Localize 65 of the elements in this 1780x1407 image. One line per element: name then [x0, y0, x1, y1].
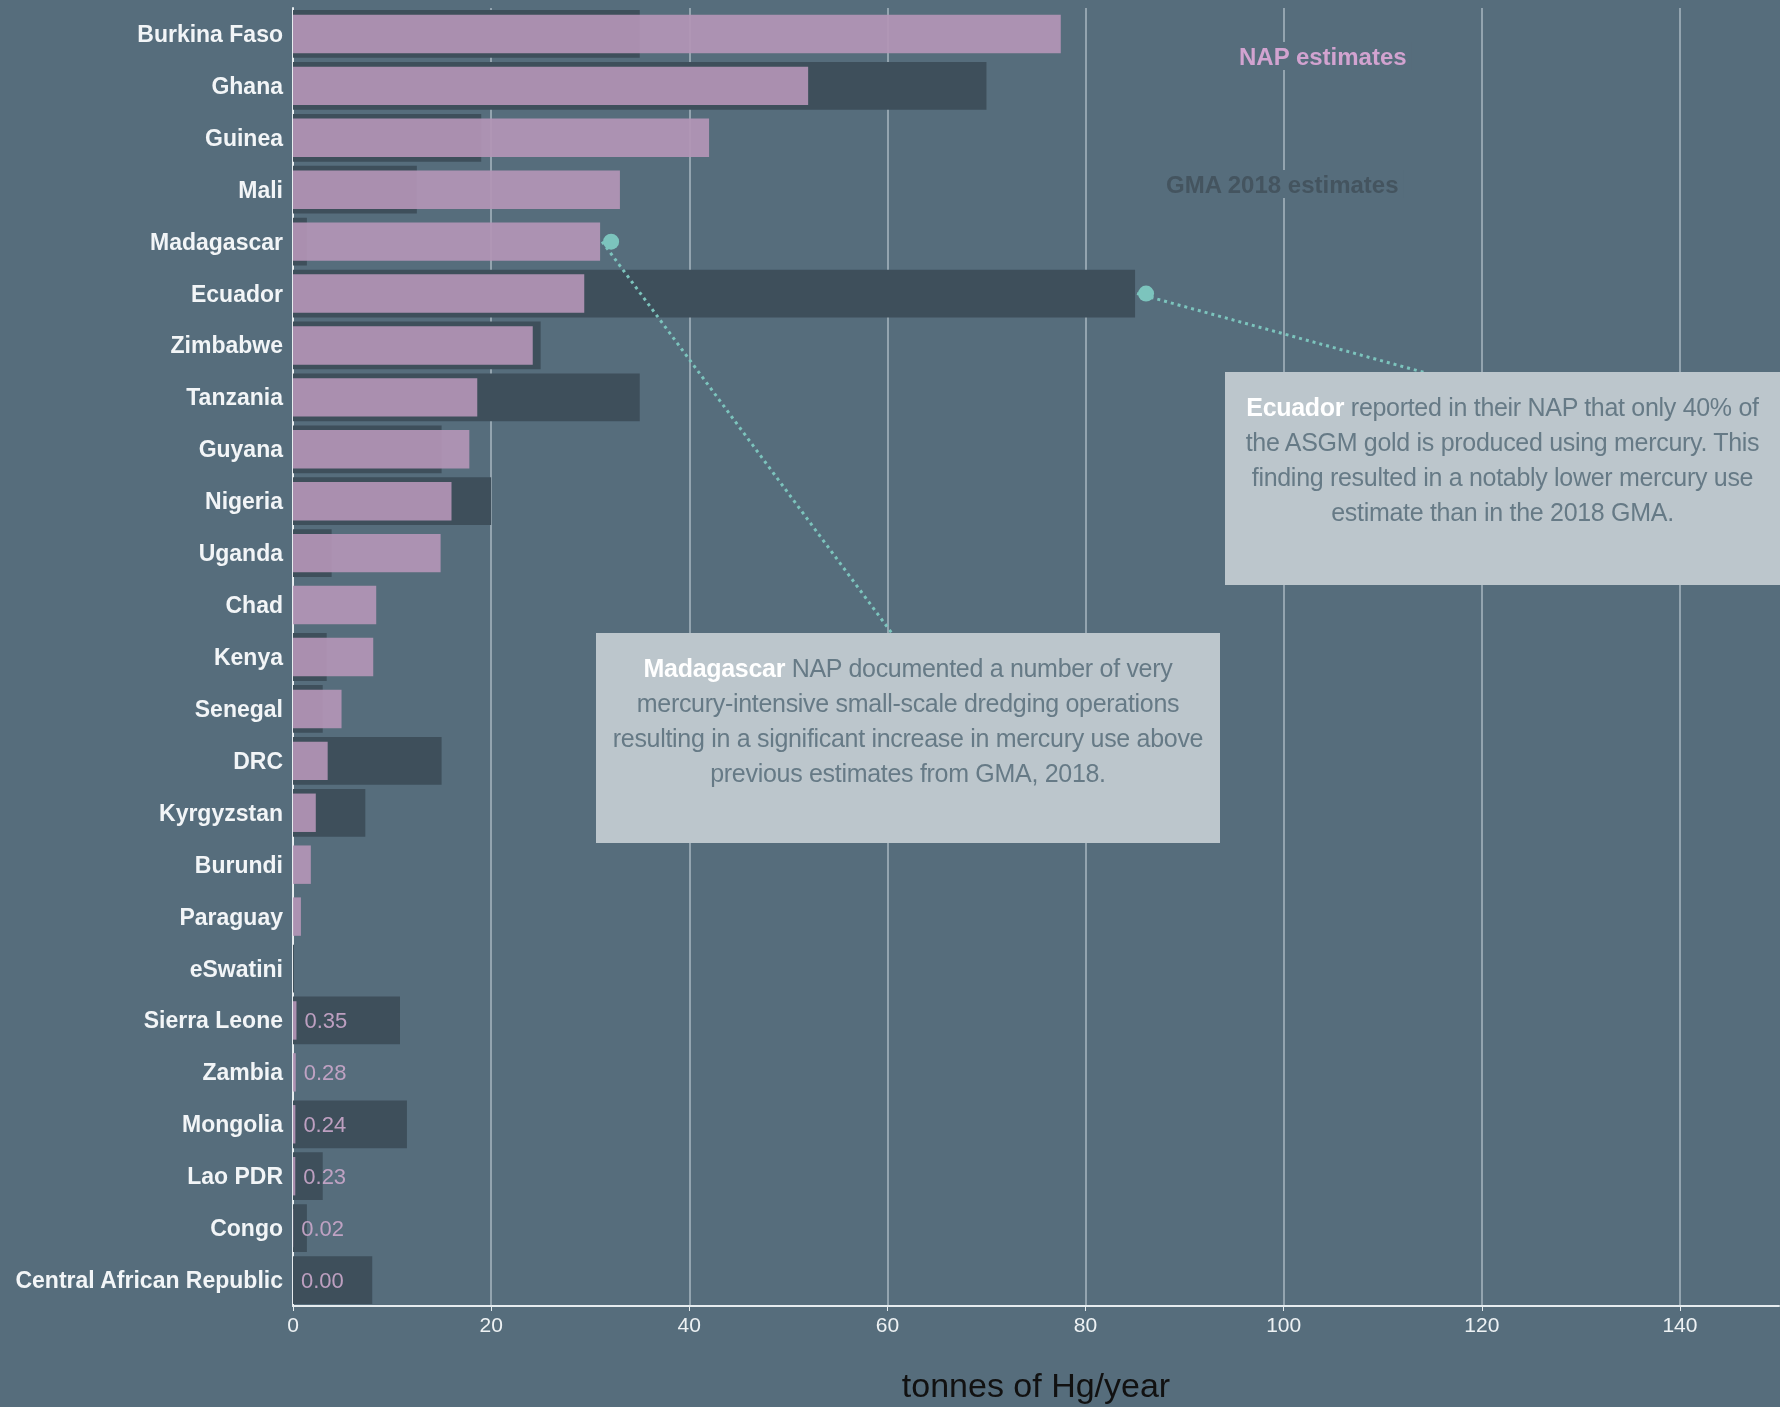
- y-tick-label: DRC: [233, 747, 283, 774]
- y-tick-label: Mongolia: [182, 1111, 284, 1138]
- data-label: 0.24: [303, 1111, 347, 1137]
- x-tick-label: 0: [287, 1313, 299, 1336]
- bar: [293, 170, 620, 209]
- y-tick-label: Nigeria: [205, 488, 284, 515]
- bar: [293, 996, 400, 1045]
- x-tick-label: 60: [875, 1313, 900, 1336]
- y-tick-label: Sierra Leone: [143, 1007, 283, 1034]
- y-tick-label: Zimbabwe: [170, 332, 283, 359]
- bar: [293, 222, 601, 261]
- y-tick-label: Burkina Faso: [137, 20, 283, 47]
- y-tick-label: Kenya: [213, 644, 284, 670]
- y-tick-label: eSwatini: [189, 955, 283, 982]
- bar: [293, 793, 316, 832]
- data-label: 0.00: [301, 1267, 344, 1293]
- y-tick-label: Burundi: [194, 851, 283, 878]
- bar: [293, 378, 478, 417]
- bar: [293, 845, 311, 884]
- data-label: 0.28: [303, 1059, 347, 1085]
- bar: [293, 66, 809, 106]
- bar: [293, 430, 470, 469]
- x-tick-label: 80: [1073, 1313, 1098, 1336]
- data-label: 0.02: [301, 1215, 345, 1241]
- bar: [293, 482, 452, 521]
- y-tick-label: Mali: [238, 176, 283, 203]
- y-tick-label: Congo: [210, 1215, 283, 1242]
- bar: [293, 689, 342, 729]
- y-tick-label: Chad: [225, 592, 283, 619]
- callout-box: Ecuador reported in their NAP that only 40% of the ASGM gold is produced using mercury. This finding resulted in a notably lower mercury use estimate than in the 2018 GMA.: [1225, 372, 1780, 585]
- bar: [293, 741, 328, 781]
- y-tick-label: Guinea: [205, 124, 284, 151]
- x-tick-label: 140: [1662, 1313, 1698, 1336]
- bar: [293, 585, 377, 625]
- bar: [293, 1100, 407, 1149]
- data-label: 0.35: [304, 1007, 348, 1033]
- bar: [293, 118, 710, 158]
- y-tick-label: Zambia: [202, 1059, 284, 1086]
- y-tick-label: Madagascar: [150, 228, 284, 255]
- bar: [293, 1053, 296, 1092]
- x-tick-label: 120: [1464, 1313, 1500, 1336]
- data-label: 0.23: [303, 1163, 347, 1189]
- y-tick-label: Ghana: [211, 72, 284, 99]
- text: NAP estimates: [1239, 42, 1407, 70]
- bar: [293, 637, 374, 677]
- x-tick-label: 40: [677, 1313, 701, 1336]
- y-tick-label: Central African Republic: [15, 1267, 284, 1294]
- bar: [293, 897, 301, 936]
- x-tick-label: 20: [479, 1313, 503, 1336]
- y-tick-label: Paraguay: [179, 903, 284, 930]
- y-tick-label: Lao PDR: [187, 1163, 284, 1190]
- bar: [293, 326, 533, 365]
- bar: [293, 533, 441, 573]
- y-tick-label: Tanzania: [186, 384, 284, 411]
- bar: [293, 14, 1061, 54]
- y-tick-label: Uganda: [198, 540, 284, 567]
- y-tick-label: Guyana: [198, 436, 284, 463]
- bar: [293, 1256, 373, 1304]
- y-tick-label: Kyrgyzstan: [159, 799, 283, 826]
- x-axis-title: tonnes of Hg/year: [901, 1366, 1171, 1404]
- bar: [293, 274, 585, 313]
- x-tick-label: 100: [1266, 1313, 1302, 1336]
- callout-box: Madagascar NAP documented a number of very mercury-intensive small-scale dredging operations resulting in a significant increase in mercury use above previous estimates from GMA, 2018.: [596, 633, 1220, 843]
- y-tick-label: Ecuador: [190, 280, 284, 307]
- y-tick-label: Senegal: [194, 695, 283, 722]
